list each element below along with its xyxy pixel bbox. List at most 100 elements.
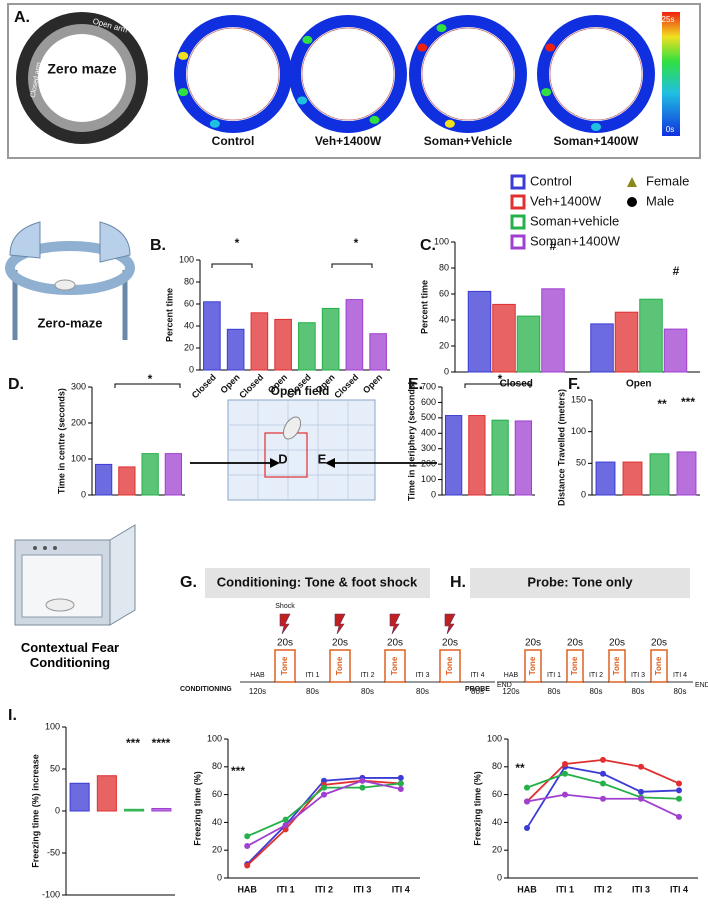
- phase-label: ITI 4: [470, 672, 484, 679]
- tone-label: Tone: [528, 656, 537, 675]
- panel-letter: H.: [450, 574, 466, 591]
- x-tick-label: ITI 3: [632, 884, 650, 894]
- y-tick-label: 200: [71, 417, 86, 427]
- heatmap-inner: [301, 27, 395, 121]
- y-tick-label: 100: [179, 254, 194, 264]
- y-tick-label: 0: [431, 489, 436, 499]
- y-tick-label: 300: [71, 381, 86, 391]
- x-tick-label: Closed: [332, 372, 360, 400]
- y-tick-label: 0: [581, 489, 586, 499]
- phase-duration: 80s: [590, 687, 603, 696]
- heatmap-spot: [545, 43, 556, 52]
- y-tick-label: 20: [492, 845, 502, 855]
- tone-label: Tone: [390, 656, 399, 675]
- legend-label: Female: [646, 173, 689, 188]
- y-axis-label: Distance Travelled (meters): [556, 389, 566, 506]
- heatmap-spot: [417, 43, 428, 52]
- heatmap-inner: [186, 27, 280, 121]
- tone-duration: 20s: [332, 638, 348, 649]
- phase-duration: 80s: [361, 687, 374, 696]
- protocol-label: CONDITIONING: [180, 686, 232, 693]
- shock-icon: [444, 613, 456, 635]
- x-tick-label: Open: [361, 372, 384, 395]
- panel-letter: E.: [408, 376, 423, 393]
- bar: [274, 318, 292, 371]
- g-title: Conditioning: Tone & foot shock: [217, 574, 418, 589]
- panel-a-frame: [7, 3, 701, 159]
- line-point: [397, 780, 404, 787]
- tone-box: [274, 649, 296, 683]
- phase-label: HAB: [250, 672, 265, 679]
- bar: [164, 453, 183, 496]
- y-tick-label: 0: [444, 366, 449, 376]
- heatmap-spot: [541, 88, 552, 97]
- line-point: [524, 798, 530, 805]
- tone-box: [329, 649, 351, 683]
- line-point: [600, 756, 606, 763]
- y-axis-label: Freezing time (%): [192, 771, 202, 846]
- y-tick-label: 40: [212, 817, 222, 827]
- bar: [516, 315, 541, 373]
- shock-icon: [279, 613, 291, 635]
- bar: [118, 466, 136, 496]
- bar: [676, 451, 697, 496]
- heatmap-spot: [178, 88, 189, 97]
- y-tick-label: 50: [576, 458, 586, 468]
- heatmap-spot: [369, 115, 380, 124]
- tone-box: [384, 649, 406, 683]
- protocol-label: PROBE: [465, 686, 490, 693]
- y-tick-label: -100: [42, 889, 60, 899]
- colorbar-label: 0s: [666, 125, 674, 134]
- heatmap-spot: [297, 96, 308, 105]
- x-tick-label: HAB: [517, 884, 537, 894]
- y-tick-label: 0: [497, 872, 502, 882]
- heatmap-inner: [421, 27, 515, 121]
- open-field-title: Open field: [271, 384, 330, 398]
- y-axis-label: Percent time: [164, 288, 174, 342]
- y-tick-label: 100: [571, 426, 586, 436]
- bar: [590, 323, 614, 373]
- end-label: END: [497, 682, 512, 689]
- line-point: [359, 784, 366, 791]
- bar: [369, 333, 387, 371]
- open-field-e: E: [318, 451, 327, 466]
- bracket: [114, 383, 181, 388]
- phase-label: ITI 3: [631, 672, 645, 679]
- phase-label: ITI 3: [415, 672, 429, 679]
- annotation: ***: [231, 764, 245, 778]
- x-tick-label: Open: [626, 379, 652, 390]
- bar: [96, 775, 117, 812]
- line-series: [246, 777, 401, 865]
- bar: [491, 419, 509, 496]
- bar: [514, 420, 533, 496]
- phase-duration: 120s: [502, 687, 519, 696]
- line-point: [244, 862, 251, 869]
- tone-label: Tone: [280, 656, 289, 675]
- phase-label: ITI 1: [305, 672, 319, 679]
- colorbar: [662, 12, 680, 136]
- bar: [298, 322, 316, 371]
- fear-label: Contextual Fear Conditioning: [20, 640, 120, 670]
- x-tick-label: ITI 2: [594, 884, 612, 894]
- legend-label: Veh+1400W: [530, 193, 602, 208]
- y-tick-label: 80: [184, 276, 194, 286]
- zero-maze-label: Zero-maze: [37, 315, 102, 330]
- y-tick-label: 100: [45, 721, 60, 731]
- phase-duration: 80s: [632, 687, 645, 696]
- bar: [467, 290, 492, 373]
- y-tick-label: 80: [212, 761, 222, 771]
- y-tick-label: 60: [492, 789, 502, 799]
- line-point: [282, 826, 289, 833]
- tone-duration: 20s: [442, 638, 458, 649]
- x-tick-label: Closed: [190, 372, 218, 400]
- bar: [321, 307, 340, 371]
- bar: [492, 303, 516, 373]
- bar: [203, 301, 221, 371]
- bar: [614, 311, 639, 373]
- legend-label: Control: [530, 173, 572, 188]
- panel-letter: I.: [8, 707, 17, 724]
- line-point: [562, 761, 568, 768]
- legend-label: Soman+1400W: [530, 233, 621, 248]
- heatmap-spot: [302, 35, 313, 44]
